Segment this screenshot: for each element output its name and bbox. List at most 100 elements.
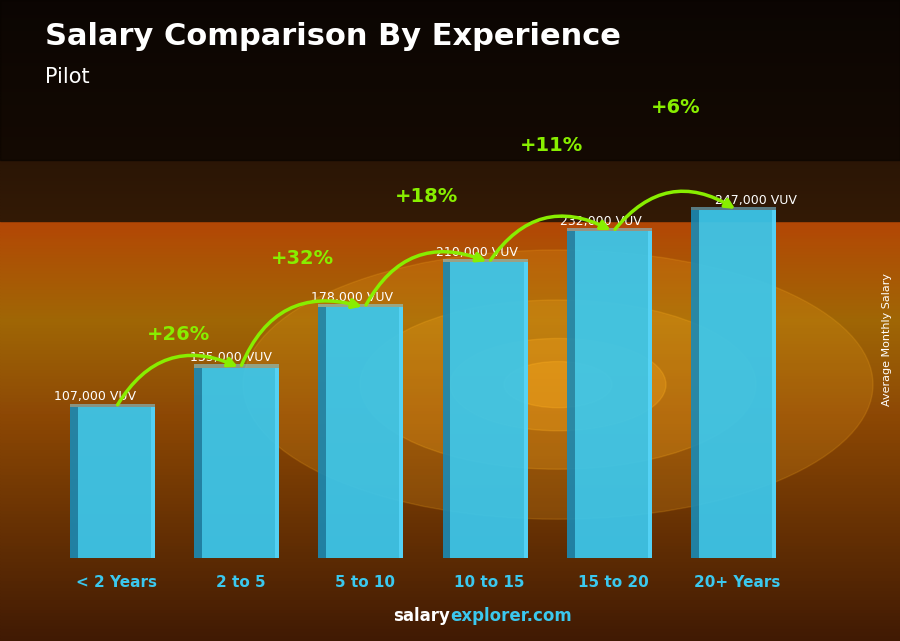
Bar: [699, 210, 776, 558]
Bar: [567, 228, 652, 231]
Bar: [0, 228, 900, 231]
Bar: [0, 487, 900, 490]
Bar: [0, 80, 900, 83]
Bar: [0, 199, 900, 202]
Bar: [0, 622, 900, 625]
Bar: [194, 364, 279, 368]
Bar: [0, 369, 900, 372]
Bar: [0, 535, 900, 538]
Bar: [0, 516, 900, 519]
Bar: [0, 64, 900, 67]
Bar: [0, 147, 900, 151]
Text: 247,000 VUV: 247,000 VUV: [716, 194, 797, 207]
Bar: [0, 513, 900, 516]
Bar: [0, 304, 900, 308]
Bar: [0, 314, 900, 317]
Bar: [0, 337, 900, 340]
Bar: [0, 29, 900, 32]
Bar: [0, 333, 900, 337]
Bar: [0, 96, 900, 99]
FancyArrowPatch shape: [118, 355, 234, 405]
Text: 5 to 10: 5 to 10: [335, 575, 395, 590]
Bar: [0, 442, 900, 445]
Text: 178,000 VUV: 178,000 VUV: [311, 291, 393, 304]
Bar: [0, 279, 900, 282]
Bar: [0, 587, 900, 590]
Bar: [0, 570, 900, 574]
Bar: [0, 490, 900, 494]
Bar: [0, 577, 900, 580]
Bar: [0, 381, 900, 385]
Bar: [0, 247, 900, 250]
Bar: [0, 93, 900, 96]
Text: 2 to 5: 2 to 5: [216, 575, 266, 590]
Bar: [0, 378, 900, 381]
Bar: [0, 615, 900, 619]
Bar: [0, 311, 900, 314]
Bar: [0, 542, 900, 545]
Bar: [0, 22, 900, 26]
Text: < 2 Years: < 2 Years: [76, 575, 157, 590]
Bar: [0, 330, 900, 333]
Bar: [0, 426, 900, 429]
Bar: [0, 455, 900, 458]
Bar: [0, 375, 900, 378]
Bar: [0, 109, 900, 112]
Text: 20+ Years: 20+ Years: [695, 575, 781, 590]
Bar: [0, 631, 900, 635]
Bar: [0, 163, 900, 167]
Text: Average Monthly Salary: Average Monthly Salary: [881, 273, 892, 406]
Bar: [0, 3, 900, 6]
Bar: [0, 131, 900, 135]
Bar: [319, 304, 403, 308]
Bar: [0, 179, 900, 183]
Bar: [0, 417, 900, 420]
Bar: [0, 186, 900, 189]
Bar: [443, 259, 527, 262]
Bar: [194, 368, 202, 558]
Bar: [0, 272, 900, 276]
Bar: [0, 122, 900, 125]
Bar: [0, 506, 900, 510]
Bar: [0, 519, 900, 522]
Bar: [443, 262, 451, 558]
Bar: [0, 61, 900, 64]
Bar: [0, 561, 900, 564]
Bar: [0, 38, 900, 42]
Bar: [0, 404, 900, 407]
Bar: [0, 263, 900, 266]
Bar: [0, 439, 900, 442]
Bar: [0, 0, 900, 160]
Bar: [0, 234, 900, 237]
Bar: [575, 231, 652, 558]
Bar: [0, 256, 900, 260]
Bar: [0, 458, 900, 462]
Bar: [0, 365, 900, 369]
Bar: [0, 250, 900, 253]
Bar: [0, 35, 900, 38]
Bar: [0, 413, 900, 417]
Bar: [0, 128, 900, 131]
Bar: [0, 445, 900, 449]
Bar: [0, 0, 900, 3]
Bar: [0, 635, 900, 638]
Bar: [0, 135, 900, 138]
Bar: [0, 244, 900, 247]
Bar: [0, 67, 900, 71]
Bar: [0, 51, 900, 54]
Bar: [0, 221, 900, 224]
Bar: [0, 420, 900, 423]
Bar: [0, 503, 900, 506]
Bar: [0, 106, 900, 109]
Bar: [0, 231, 900, 234]
Bar: [0, 16, 900, 19]
Text: explorer.com: explorer.com: [450, 607, 572, 625]
Bar: [0, 471, 900, 474]
Bar: [0, 13, 900, 16]
Bar: [0, 362, 900, 365]
Bar: [0, 99, 900, 103]
Bar: [70, 404, 155, 407]
Bar: [0, 497, 900, 500]
Ellipse shape: [243, 250, 873, 519]
Bar: [0, 532, 900, 535]
